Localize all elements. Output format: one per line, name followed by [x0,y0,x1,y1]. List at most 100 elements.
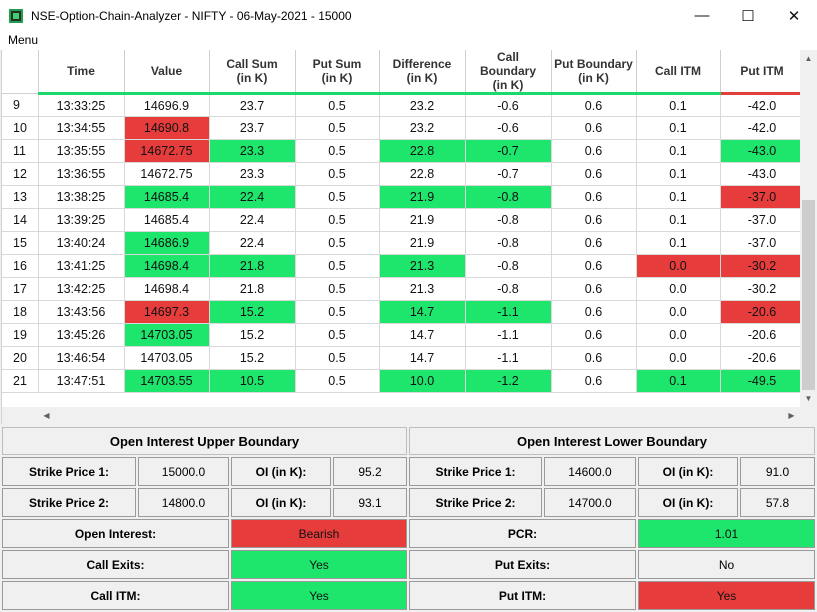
column-header-difference[interactable]: Difference (in K) [379,50,466,95]
call-boundary-cell: -0.6 [465,93,552,117]
lower-oi-1-value: 91.0 [740,457,815,486]
difference-cell: 14.7 [379,346,466,370]
scroll-thumb[interactable] [802,200,815,390]
put-itm-cell: -37.0 [720,208,805,232]
scroll-down-icon[interactable]: ▼ [804,394,813,403]
lower-strike-price-2-label: Strike Price 2: [409,488,542,517]
table-row[interactable]: 19 13:45:26 14703.05 15.2 0.5 14.7 -1.1 0.6 0.0-… [2,323,805,347]
close-icon[interactable]: ✕ [787,7,801,25]
column-header-value[interactable]: Value [124,50,210,95]
column-header-put-sum[interactable]: Put Sum (in K) [295,50,380,95]
table-row[interactable]: 14 13:39:25 14685.4 22.4 0.5 21.9 -0.8 0.6 0.1 -3… [2,208,805,232]
upper-strike-price-2-label: Strike Price 2: [2,488,136,517]
time-cell: 13:46:54 [38,346,125,370]
call-itm-cell: 0.1 [636,208,721,232]
call-itm-cell: 0.0 [636,277,721,301]
put-boundary-cell: 0.6 [551,254,637,278]
time-cell: 13:47:51 [38,369,125,393]
value-cell: 14690.8 [124,116,210,140]
put-boundary-cell: 0.6 [551,369,637,393]
column-header-call-boundary[interactable]: Call Boundary (in K) [465,50,552,95]
column-header-time[interactable]: Time [38,50,125,95]
value-cell: 14696.9 [124,93,210,117]
put-sum-cell: 0.5 [295,300,380,324]
call-sum-cell: 21.8 [209,277,296,301]
upper-oi-2-value: 93.1 [333,488,407,517]
put-itm-value: Yes [638,581,815,610]
table-row[interactable]: 13 13:38:25 14685.4 22.4 0.5 21.9 -0.8 0.6 0.1 -3… [2,185,805,209]
difference-cell: 22.8 [379,139,466,163]
table-row[interactable]: 15 13:40:24 14686.9 22.4 0.5 21.9 -0.8 0.6 0.1 -3… [2,231,805,255]
call-exits-label: Call Exits: [2,550,229,579]
value-cell: 14686.9 [124,231,210,255]
put-exits-value: No [638,550,815,579]
scroll-right-icon[interactable]: ▶ [788,411,795,420]
row-index: 9 [2,93,39,117]
value-cell: 14697.3 [124,300,210,324]
row-index: 19 [2,323,39,347]
call-exits-value: Yes [231,550,407,579]
difference-cell: 23.2 [379,93,466,117]
lower-strike-price-1-label: Strike Price 1: [409,457,542,486]
table-row[interactable]: 9 13:33:25 14696.9 23.7 0.5 23.2 -0.6 0.6 0.1 -42… [2,93,805,117]
row-index: 17 [2,277,39,301]
table-row[interactable]: 11 13:35:55 14672.75 23.3 0.5 22.8 -0.7 0.6 0.1-… [2,139,805,163]
table-header-row: Time Value Call Sum (in K) Put Sum (in K) … [2,50,805,95]
menu-bar: Menu [0,31,817,50]
option-chain-grid[interactable]: Time Value Call Sum (in K) Put Sum (in K) … [1,50,816,424]
call-itm-cell: 0.0 [636,254,721,278]
vertical-scrollbar[interactable]: ▲ ▼ [800,50,816,424]
menu-button[interactable]: Menu [8,33,39,47]
call-boundary-cell: -1.2 [465,369,552,393]
put-itm-cell: -30.2 [720,254,805,278]
call-itm-cell: 0.0 [636,323,721,347]
row-index: 16 [2,254,39,278]
put-itm-cell: -30.2 [720,277,805,301]
time-cell: 13:38:25 [38,185,125,209]
difference-cell: 21.9 [379,185,466,209]
column-header-put-boundary[interactable]: Put Boundary (in K) [551,50,637,95]
maximize-icon[interactable]: ☐ [741,7,755,25]
value-cell: 14698.4 [124,254,210,278]
table-row[interactable]: 20 13:46:54 14703.05 15.2 0.5 14.7 -1.1 0.6 0.0-… [2,346,805,370]
table-row[interactable]: 12 13:36:55 14672.75 23.3 0.5 22.8 -0.7 0.6 0.1-… [2,162,805,186]
open-interest-value: Bearish [231,519,407,548]
table-row[interactable]: 16 13:41:25 14698.4 21.8 0.5 21.3 -0.8 0.6 0.0 -3… [2,254,805,278]
lower-oi-2-value: 57.8 [740,488,815,517]
table-row[interactable]: 21 13:47:51 14703.55 10.5 0.5 10.0 -1.2 0.6 0.1-… [2,369,805,393]
upper-oi-1-value: 95.2 [333,457,407,486]
lower-strike-price-1-value: 14600.0 [544,457,636,486]
call-boundary-cell: -0.7 [465,162,552,186]
value-cell: 14672.75 [124,162,210,186]
put-sum-cell: 0.5 [295,185,380,209]
difference-cell: 14.7 [379,300,466,324]
row-index: 13 [2,185,39,209]
value-cell: 14672.75 [124,139,210,163]
put-itm-cell: -49.5 [720,369,805,393]
time-cell: 13:43:56 [38,300,125,324]
value-cell: 14703.55 [124,369,210,393]
horizontal-scrollbar[interactable]: ◀ ▶ [2,407,800,424]
open-interest-label: Open Interest: [2,519,229,548]
upper-strike-price-2-value: 14800.0 [138,488,229,517]
call-boundary-cell: -0.7 [465,139,552,163]
column-header-call-sum[interactable]: Call Sum (in K) [209,50,296,95]
difference-cell: 21.3 [379,254,466,278]
row-index: 12 [2,162,39,186]
column-header-index [2,50,39,94]
minimize-icon[interactable]: — [694,7,710,24]
lower-oi-2-label: OI (in K): [638,488,738,517]
summary-panel [0,424,817,612]
scroll-up-icon[interactable]: ▲ [804,54,813,63]
difference-cell: 23.2 [379,116,466,140]
time-cell: 13:39:25 [38,208,125,232]
table-row[interactable]: 17 13:42:25 14698.4 21.8 0.5 21.3 -0.8 0.6 0.0 -3… [2,277,805,301]
table-row[interactable]: 18 13:43:56 14697.3 15.2 0.5 14.7 -1.1 0.6 0.0 -2… [2,300,805,324]
row-index: 10 [2,116,39,140]
table-row[interactable]: 10 13:34:55 14690.8 23.7 0.5 23.2 -0.6 0.6 0.1 -4… [2,116,805,140]
column-header-call-itm[interactable]: Call ITM [636,50,721,95]
scroll-left-icon[interactable]: ◀ [43,411,50,420]
put-boundary-cell: 0.6 [551,300,637,324]
column-header-put-itm[interactable]: Put ITM [720,50,805,95]
upper-oi-1-label: OI (in K): [231,457,331,486]
